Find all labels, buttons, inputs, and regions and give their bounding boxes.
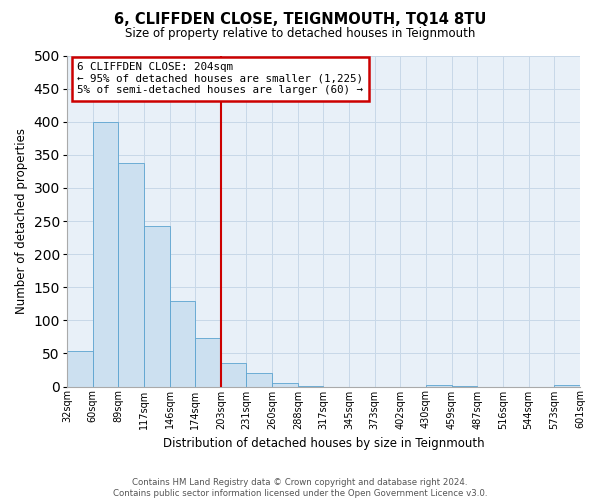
Bar (67, 352, 92, 386)
X-axis label: Distribution of detached houses by size in Teignmouth: Distribution of detached houses by size … (163, 437, 484, 450)
Bar (221, 364, 247, 386)
Bar (92, 122, 118, 386)
Text: 6 CLIFFDEN CLOSE: 204sqm
← 95% of detached houses are smaller (1,225)
5% of semi: 6 CLIFFDEN CLOSE: 204sqm ← 95% of detach… (77, 62, 363, 96)
Bar (247, 374, 272, 386)
Text: 6, CLIFFDEN CLOSE, TEIGNMOUTH, TQ14 8TU: 6, CLIFFDEN CLOSE, TEIGNMOUTH, TQ14 8TU (114, 12, 486, 28)
Bar (144, 226, 170, 386)
Bar (426, 385, 452, 386)
Y-axis label: Number of detached properties: Number of detached properties (15, 128, 28, 314)
Text: Contains HM Land Registry data © Crown copyright and database right 2024.
Contai: Contains HM Land Registry data © Crown c… (113, 478, 487, 498)
Bar (195, 338, 221, 386)
Bar (272, 383, 298, 386)
Bar (554, 385, 580, 386)
Bar (170, 301, 195, 386)
Bar (118, 162, 144, 386)
Text: Size of property relative to detached houses in Teignmouth: Size of property relative to detached ho… (125, 28, 475, 40)
